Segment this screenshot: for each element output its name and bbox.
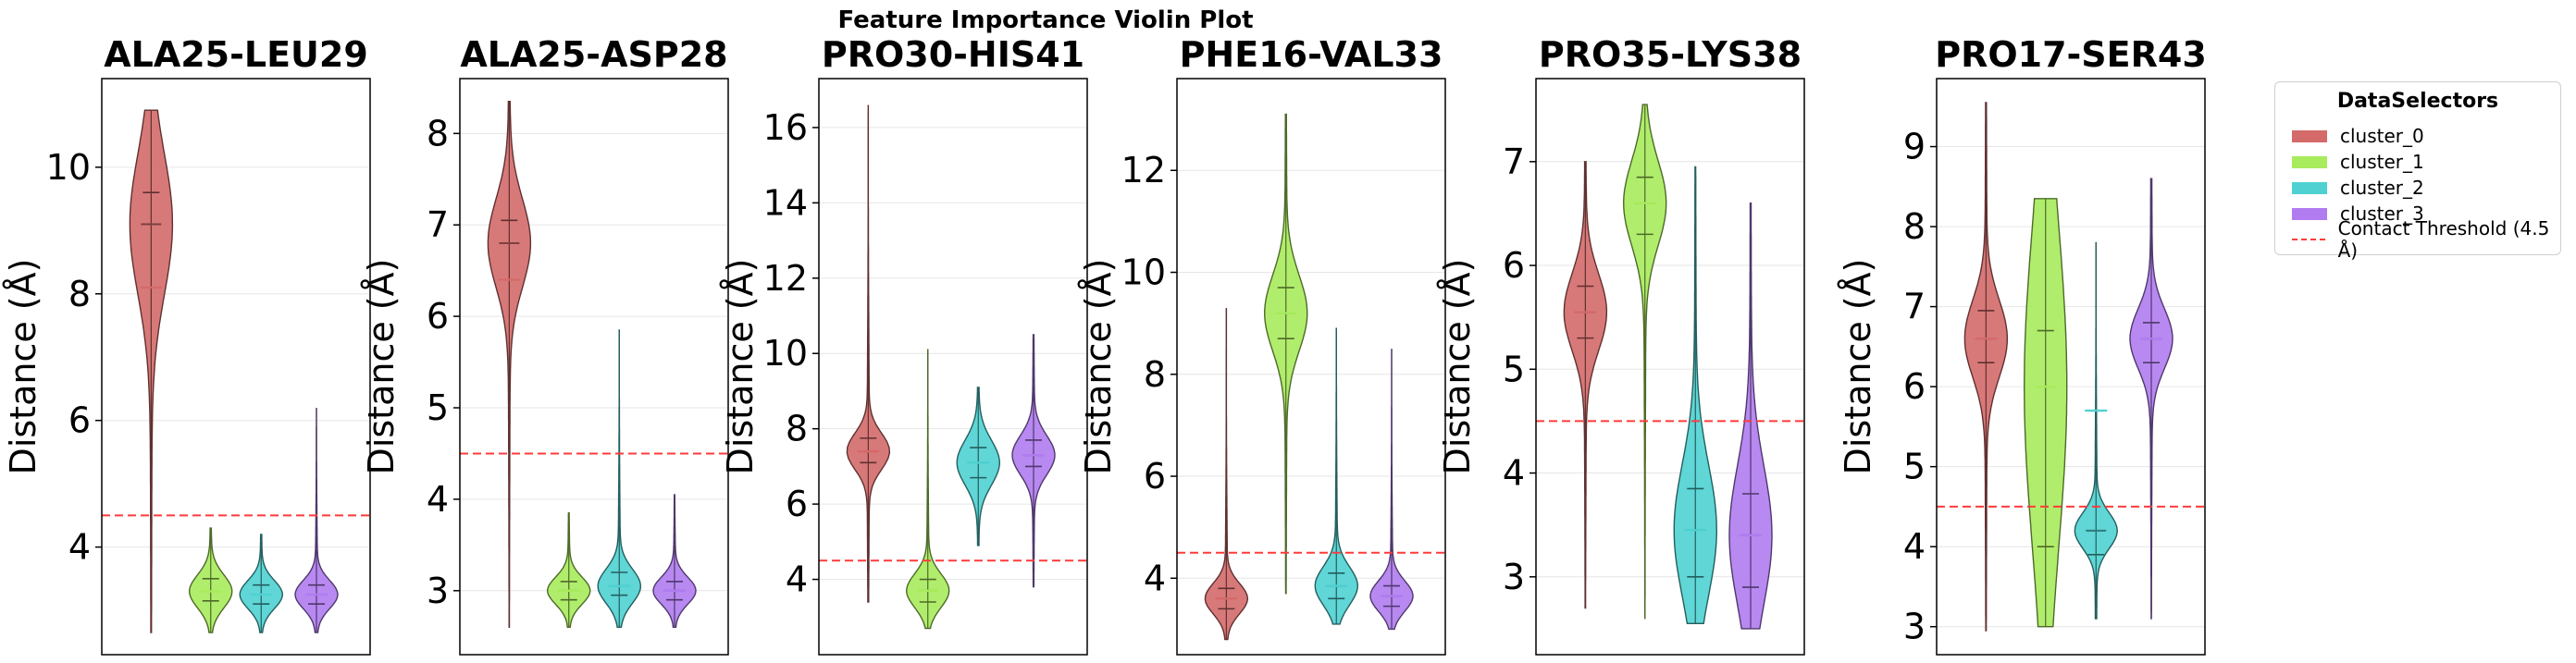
legend-label-threshold: Contact Threshold (4.5 Å) [2337,217,2550,262]
y-tick-label: 6 [427,296,449,337]
y-tick-label: 6 [1903,366,1926,407]
y-tick-label: 4 [1144,558,1166,598]
y-tick-label: 6 [1503,245,1525,286]
chart-panel-4: 4 6 8 10 12 PHE16-VAL33 Distance (Å) [1078,34,1446,656]
y-tick-label: 8 [68,274,91,314]
y-tick-label: 9 [1903,127,1926,167]
y-tick-label: 10 [1121,252,1166,293]
y-tick-label: 6 [68,400,91,441]
y-tick-label: 12 [763,258,808,299]
legend-swatch-cluster-1 [2292,155,2327,168]
y-tick-label: 3 [1503,557,1525,597]
plot-frame [1535,78,1805,656]
y-tick-label: 5 [1503,349,1525,389]
y-axis-label: Distance (Å) [720,259,761,475]
legend-swatch-cluster-2 [2292,181,2327,194]
panel-title: ALA25-ASP28 [460,34,727,75]
legend-item-threshold: Contact Threshold (4.5 Å) [2292,217,2560,262]
y-tick-label: 10 [46,147,91,188]
y-axis-label: Distance (Å) [361,259,402,475]
y-tick-label: 8 [786,409,808,449]
legend-label-cluster-0: cluster_0 [2340,125,2424,147]
legend-item-cluster-2: cluster_2 [2292,175,2424,201]
y-tick-label: 4 [1903,526,1926,567]
y-axis-label: Distance (Å) [1078,259,1119,475]
chart-panel-2: 3 4 5 6 7 8 ALA25-ASP28 Distance (Å) [361,34,729,656]
y-tick-label: 5 [427,387,449,428]
chart-panel-5: 3 4 5 6 7 PRO35-LYS38 Distance (Å) [1437,34,1805,656]
legend-swatch-cluster-0 [2292,129,2327,142]
plot-frame [1176,78,1446,656]
legend-threshold-line [2292,239,2325,240]
y-tick-label: 4 [786,559,808,600]
plot-frame [459,78,729,656]
panel-title: ALA25-LEU29 [104,34,368,75]
y-tick-label: 10 [763,333,808,374]
y-tick-label: 4 [68,527,91,568]
legend-label-cluster-3: cluster_3 [2340,203,2424,225]
chart-panel-3: 4 6 8 10 12 14 16 PRO30-HIS41 Distance (Å) [720,34,1088,656]
y-tick-label: 8 [1903,206,1926,247]
y-tick-label: 6 [786,484,808,524]
legend-title: DataSelectors [2336,90,2499,113]
y-tick-label: 14 [763,182,808,223]
chart-panel-6: 3 4 5 6 7 8 9 PRO17-SER43 Distance (Å) [1838,34,2207,656]
y-tick-label: 3 [427,571,449,611]
legend-label-cluster-2: cluster_2 [2340,177,2424,199]
legend-swatch-cluster-3 [2292,207,2327,220]
panel-title: PRO35-LYS38 [1539,34,1802,75]
y-tick-label: 12 [1121,150,1166,190]
y-tick-label: 4 [427,479,449,520]
y-axis-label: Distance (Å) [1838,259,1878,475]
y-tick-label: 5 [1903,447,1926,487]
panel-title: PRO30-HIS41 [822,34,1084,75]
plot-frame [818,78,1088,656]
legend: DataSelectors cluster_0 cluster_1 cluste… [2274,81,2561,262]
figure-title: Feature Importance Violin Plot [837,6,1253,34]
panel-title: PRO17-SER43 [1935,34,2207,75]
plot-frame [101,78,371,656]
legend-label-cluster-1: cluster_1 [2340,151,2424,173]
y-axis-label: Distance (Å) [1437,259,1478,475]
y-tick-label: 7 [1903,287,1926,327]
chart-panels: 4 6 8 10 ALA25-LEU29 Distance (Å) 3 4 5 6 7 8 ALA25-… [3,34,2207,656]
y-tick-label: 7 [427,204,449,245]
plot-frame [1936,78,2206,656]
y-axis-label: Distance (Å) [3,259,43,475]
y-tick-label: 3 [1903,607,1926,647]
y-tick-label: 4 [1503,453,1525,494]
y-tick-label: 7 [1503,141,1525,182]
legend-item-cluster-0: cluster_0 [2292,123,2424,149]
y-tick-label: 16 [763,107,808,148]
y-tick-label: 8 [1144,354,1166,395]
chart-panel-1: 4 6 8 10 ALA25-LEU29 Distance (Å) [3,34,371,656]
panel-title: PHE16-VAL33 [1180,34,1443,75]
y-tick-label: 8 [427,113,449,153]
legend-item-cluster-3: cluster_3 [2292,201,2424,227]
y-tick-label: 6 [1144,456,1166,497]
legend-item-cluster-1: cluster_1 [2292,149,2424,175]
